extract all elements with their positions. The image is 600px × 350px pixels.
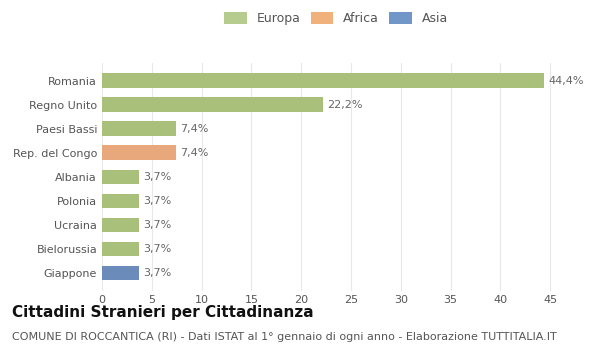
Text: 3,7%: 3,7% [143, 172, 171, 182]
Text: 7,4%: 7,4% [179, 148, 208, 158]
Bar [102, 242, 139, 256]
Bar [102, 74, 544, 88]
Bar [102, 169, 139, 184]
Bar [102, 121, 176, 136]
Legend: Europa, Africa, Asia: Europa, Africa, Asia [222, 10, 450, 28]
Text: 3,7%: 3,7% [143, 268, 171, 278]
Text: 3,7%: 3,7% [143, 196, 171, 206]
Bar [102, 97, 323, 112]
Text: 7,4%: 7,4% [179, 124, 208, 134]
Bar [102, 146, 176, 160]
Text: Cittadini Stranieri per Cittadinanza: Cittadini Stranieri per Cittadinanza [12, 304, 314, 320]
Bar [102, 194, 139, 208]
Text: 3,7%: 3,7% [143, 244, 171, 254]
Text: COMUNE DI ROCCANTICA (RI) - Dati ISTAT al 1° gennaio di ogni anno - Elaborazione: COMUNE DI ROCCANTICA (RI) - Dati ISTAT a… [12, 332, 557, 343]
Bar [102, 266, 139, 280]
Bar [102, 218, 139, 232]
Text: 3,7%: 3,7% [143, 220, 171, 230]
Text: 22,2%: 22,2% [327, 100, 362, 110]
Text: 44,4%: 44,4% [548, 76, 584, 85]
